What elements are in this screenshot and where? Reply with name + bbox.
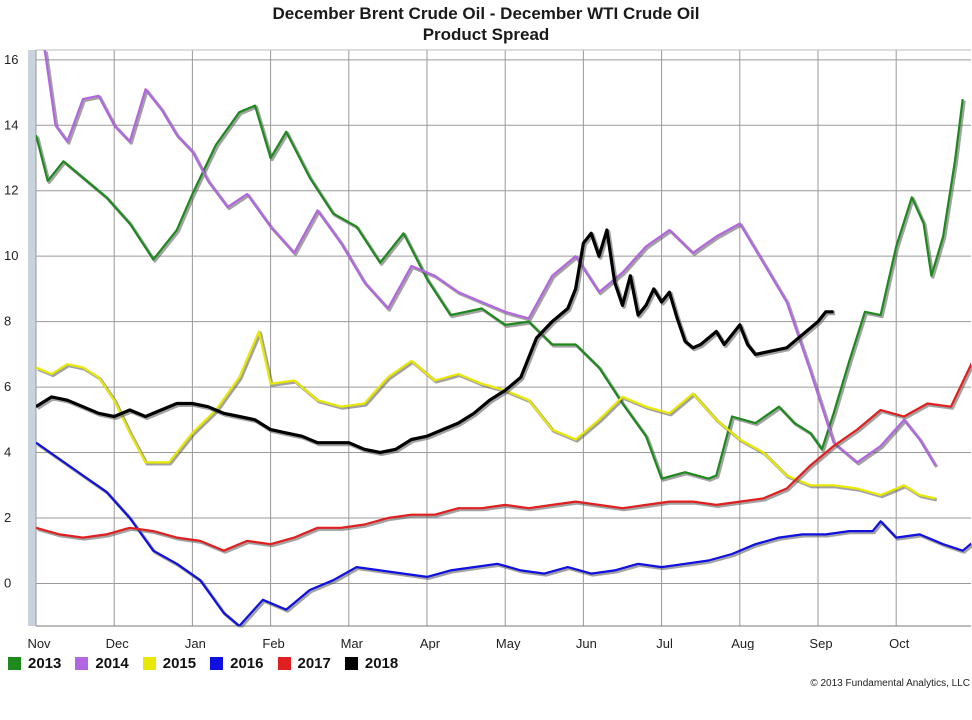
legend-item-2014: 2014 [75, 655, 129, 672]
series-line-2017 [36, 362, 971, 552]
series-line-2014 [43, 50, 937, 467]
y-tick-label: 0 [4, 575, 11, 590]
series-line-2018 [36, 228, 834, 455]
series-shadow-2013 [37, 100, 966, 482]
series-line-2015 [36, 330, 936, 500]
x-tick-label: Dec [106, 636, 130, 650]
x-tick-label: Sep [809, 636, 832, 650]
chart-title-line2: Product Spread [422, 25, 550, 44]
legend: 2013 2014 2015 2016 2017 2018 [8, 655, 412, 672]
x-tick-label: Jul [656, 636, 673, 650]
chart-title-line1: December Brent Crude Oil - December WTI … [272, 4, 700, 23]
line-chart: 0 2 4 6 8 10 12 14 16 Nov Dec Jan Feb Mar Apr May Jun Jul… [4, 49, 972, 650]
y-tick-label: 2 [4, 510, 11, 525]
legend-swatch [75, 657, 89, 670]
legend-item-2016: 2016 [210, 655, 264, 672]
legend-swatch [8, 657, 21, 670]
y-tick-label: 10 [4, 248, 18, 263]
x-tick-label: Jun [576, 636, 597, 650]
x-tick-label: Feb [262, 636, 284, 650]
x-tick-label: Mar [341, 636, 364, 650]
x-tick-label: Aug [731, 636, 754, 650]
y-tick-label: 16 [4, 52, 18, 67]
chart-title: December Brent Crude Oil - December WTI … [0, 3, 972, 45]
legend-item-2015: 2015 [142, 655, 197, 672]
legend-label: 2017 [297, 655, 331, 672]
x-tick-label: Nov [27, 636, 51, 650]
y-tick-label: 4 [4, 445, 11, 460]
y-tick-label: 6 [4, 379, 11, 394]
plot-area [36, 50, 971, 626]
legend-label: 2016 [230, 655, 264, 672]
y-tick-label: 14 [4, 117, 18, 132]
series-shadow-2017 [37, 363, 972, 554]
x-tick-label: Apr [420, 636, 441, 650]
legend-item-2013: 2013 [8, 655, 61, 672]
legend-item-2018: 2018 [344, 655, 399, 672]
x-tick-label: May [496, 636, 521, 650]
legend-label: 2018 [364, 655, 399, 672]
series-line-2013 [36, 98, 964, 480]
legend-item-2017: 2017 [277, 655, 331, 672]
legend-swatch [277, 657, 291, 670]
x-tick-label: Jan [185, 636, 206, 650]
legend-swatch [344, 657, 358, 670]
y-axis-strip [28, 50, 36, 626]
copyright-text: © 2013 Fundamental Analytics, LLC [810, 678, 970, 689]
y-tick-label: 8 [4, 314, 11, 329]
series-line-2016 [36, 441, 971, 626]
legend-label: 2015 [162, 655, 197, 672]
legend-label: 2014 [95, 655, 129, 672]
legend-swatch [210, 657, 224, 670]
legend-label: 2013 [28, 655, 62, 672]
x-tick-label: Oct [889, 636, 910, 650]
legend-swatch [142, 657, 156, 670]
y-tick-label: 12 [4, 183, 18, 198]
